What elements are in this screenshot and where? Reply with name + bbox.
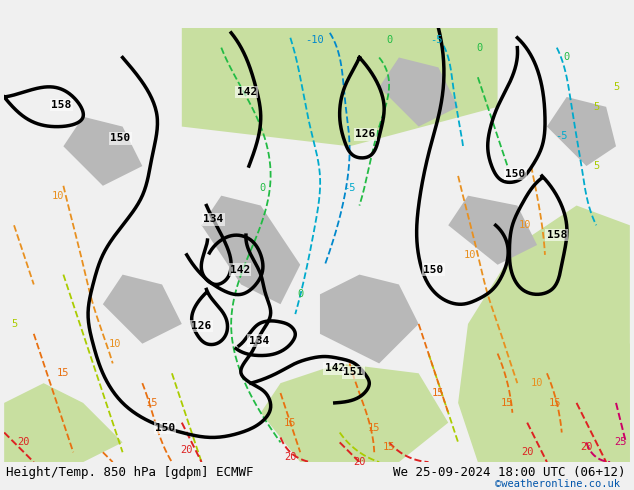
Polygon shape bbox=[557, 324, 630, 462]
Text: 20: 20 bbox=[353, 457, 366, 467]
Text: 0: 0 bbox=[386, 35, 392, 45]
Text: 15: 15 bbox=[383, 442, 395, 452]
Polygon shape bbox=[458, 205, 630, 462]
Text: 20: 20 bbox=[580, 442, 593, 452]
Text: 10: 10 bbox=[519, 220, 531, 230]
Polygon shape bbox=[4, 383, 122, 462]
Text: 158: 158 bbox=[51, 100, 72, 110]
Text: 0: 0 bbox=[564, 52, 570, 63]
Text: 25: 25 bbox=[615, 438, 627, 447]
Text: 150: 150 bbox=[155, 422, 175, 433]
Text: 10: 10 bbox=[463, 250, 476, 260]
Text: 15: 15 bbox=[146, 398, 158, 408]
Text: 15: 15 bbox=[368, 422, 380, 433]
Text: 15: 15 bbox=[548, 398, 561, 408]
Text: 150: 150 bbox=[505, 169, 526, 179]
Text: 134: 134 bbox=[249, 336, 269, 346]
Text: Height/Temp. 850 hPa [gdpm] ECMWF: Height/Temp. 850 hPa [gdpm] ECMWF bbox=[6, 466, 254, 479]
Text: 15: 15 bbox=[57, 368, 70, 378]
Text: 20: 20 bbox=[521, 447, 533, 457]
Text: 134: 134 bbox=[204, 214, 224, 224]
Text: 10: 10 bbox=[531, 378, 543, 388]
Text: -10: -10 bbox=[306, 35, 325, 45]
Polygon shape bbox=[182, 28, 498, 147]
Text: 142: 142 bbox=[237, 87, 257, 97]
Polygon shape bbox=[547, 97, 616, 166]
Polygon shape bbox=[103, 274, 182, 343]
Text: 5: 5 bbox=[11, 319, 17, 329]
Text: 158: 158 bbox=[547, 230, 567, 240]
Text: 5: 5 bbox=[593, 102, 599, 112]
Text: 150: 150 bbox=[424, 265, 444, 275]
Text: 142: 142 bbox=[325, 364, 345, 373]
Text: 15: 15 bbox=[432, 388, 444, 398]
Text: 15: 15 bbox=[284, 417, 297, 428]
Text: 5: 5 bbox=[593, 161, 599, 171]
Text: 20: 20 bbox=[18, 438, 30, 447]
Polygon shape bbox=[202, 196, 301, 304]
Text: ©weatheronline.co.uk: ©weatheronline.co.uk bbox=[495, 479, 619, 489]
Text: 126: 126 bbox=[355, 129, 375, 140]
Text: 126: 126 bbox=[191, 321, 212, 331]
Text: 151: 151 bbox=[344, 368, 364, 377]
Text: 0: 0 bbox=[297, 289, 303, 299]
Polygon shape bbox=[448, 196, 537, 265]
Text: -5: -5 bbox=[555, 131, 568, 142]
Text: -5: -5 bbox=[430, 35, 443, 45]
Polygon shape bbox=[379, 57, 458, 126]
Text: 150: 150 bbox=[110, 133, 131, 144]
Text: 20: 20 bbox=[181, 445, 193, 455]
Text: 10: 10 bbox=[108, 339, 121, 349]
Polygon shape bbox=[320, 274, 418, 364]
Text: 142: 142 bbox=[230, 265, 250, 275]
Text: 0: 0 bbox=[477, 43, 483, 52]
Text: -5: -5 bbox=[344, 183, 356, 193]
Text: 5: 5 bbox=[613, 82, 619, 92]
Text: We 25-09-2024 18:00 UTC (06+12): We 25-09-2024 18:00 UTC (06+12) bbox=[393, 466, 626, 479]
Text: 20: 20 bbox=[284, 452, 297, 462]
Text: 0: 0 bbox=[259, 183, 266, 193]
Polygon shape bbox=[261, 364, 448, 462]
Polygon shape bbox=[63, 117, 142, 186]
Text: 15: 15 bbox=[501, 398, 514, 408]
Text: 10: 10 bbox=[52, 191, 65, 201]
